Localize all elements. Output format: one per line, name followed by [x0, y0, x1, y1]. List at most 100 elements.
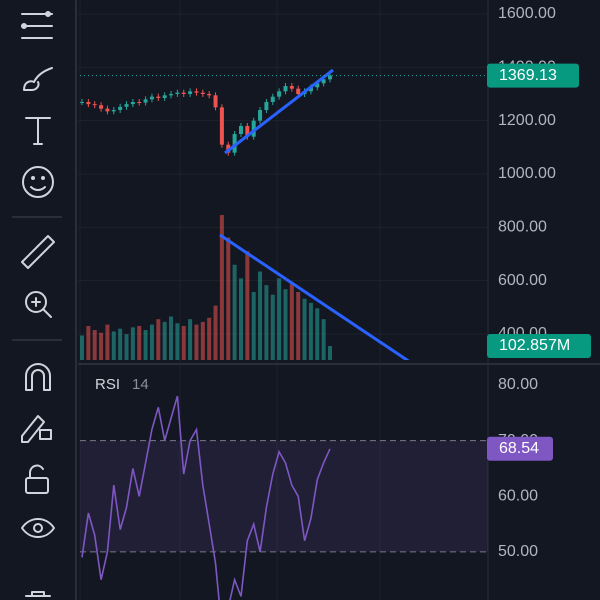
candle	[105, 108, 110, 112]
y-tick-label: 800.00	[498, 219, 547, 236]
last-price-badge	[487, 63, 579, 88]
rsi-last-label: 68.54	[499, 440, 539, 457]
candle	[296, 88, 301, 94]
volume-bar	[264, 285, 269, 360]
candle	[245, 126, 250, 137]
candle	[328, 75, 332, 80]
lock-drawing-tool[interactable]	[21, 415, 52, 443]
volume-bar	[86, 325, 91, 360]
volume-bar	[156, 319, 161, 360]
volume-bar	[80, 335, 84, 360]
candle	[111, 110, 116, 112]
delete-tool[interactable]	[25, 591, 51, 597]
volume-bar	[258, 271, 263, 360]
y-tick-label: 600.00	[498, 272, 547, 289]
candle	[188, 91, 193, 94]
volume-bar	[251, 291, 256, 360]
volume-bar	[137, 325, 142, 360]
candle	[194, 91, 199, 93]
rsi-clip	[81, 395, 331, 600]
candle	[169, 94, 174, 96]
y-tick-label: 1200.00	[498, 112, 556, 129]
candle	[92, 104, 97, 106]
volume-bar	[207, 317, 212, 360]
candle	[264, 102, 269, 110]
candle	[315, 83, 320, 88]
candle	[118, 106, 123, 110]
candle	[80, 102, 84, 103]
emoji-tool[interactable]	[22, 166, 54, 198]
candle	[308, 87, 313, 92]
rsi-badge	[487, 436, 553, 461]
volume-bar	[118, 328, 123, 360]
volume-bar	[200, 321, 205, 360]
last-price-label: 1369.13	[499, 67, 557, 84]
volume-bar	[283, 289, 288, 360]
volume-bar	[213, 305, 218, 360]
volume-bar	[149, 324, 154, 360]
candle	[238, 126, 243, 134]
y-tick-label: 1000.00	[498, 165, 556, 182]
y-tick-label: 50.00	[498, 543, 538, 560]
lock-tool[interactable]	[25, 464, 49, 494]
candle	[99, 105, 104, 109]
volume-bar	[308, 302, 313, 360]
visibility-tool[interactable]	[21, 518, 55, 538]
rsi-line	[81, 395, 331, 600]
volume-bar	[169, 316, 174, 360]
price-pane	[78, 13, 488, 360]
candle	[156, 96, 161, 98]
candle	[137, 102, 142, 103]
volume-bar	[143, 330, 148, 360]
volume-bar	[321, 319, 326, 360]
candle	[207, 94, 212, 96]
candle	[321, 79, 326, 84]
candle	[130, 102, 135, 105]
ruler-tool[interactable]	[21, 235, 55, 269]
volume-bar	[315, 308, 320, 360]
rsi-title: RSI	[95, 376, 120, 393]
volume-bar	[162, 321, 167, 360]
y-tick-label: 60.00	[498, 487, 538, 504]
candle	[213, 95, 218, 108]
y-tick-label: 1600.00	[498, 5, 556, 22]
volume-bar	[175, 323, 180, 360]
trend-line	[224, 68, 334, 155]
vertical-grid	[79, 0, 381, 600]
volume-bar	[105, 324, 110, 360]
volume-bar	[226, 237, 231, 360]
volume-bar	[99, 332, 104, 360]
text-tool[interactable]	[25, 117, 51, 145]
candle	[86, 102, 91, 105]
brush-tool[interactable]	[23, 67, 53, 91]
labels: 1600.001400.001200.001000.00800.00600.00…	[487, 5, 591, 560]
volume-bar	[92, 330, 97, 360]
volume-bar	[277, 278, 282, 360]
volume-bar	[238, 278, 243, 360]
volume-bar	[245, 251, 250, 360]
volume-bar	[111, 331, 116, 360]
rsi-band	[80, 440, 488, 552]
volume-bar	[232, 264, 237, 360]
toolbar	[12, 0, 77, 600]
lines-tool[interactable]	[21, 11, 53, 39]
candle	[181, 92, 186, 94]
magnet-tool[interactable]	[25, 363, 51, 391]
volume-bar	[302, 298, 307, 360]
candle	[289, 86, 294, 89]
last-volume-badge	[487, 334, 591, 359]
volume-bar	[181, 325, 186, 360]
last-volume-label: 102.857M	[499, 337, 570, 354]
candle	[283, 86, 288, 92]
volume-bar	[289, 283, 294, 360]
rsi-pane	[80, 395, 488, 600]
candle	[200, 92, 205, 94]
candle	[124, 104, 129, 107]
zoom-tool[interactable]	[25, 291, 52, 318]
candle	[270, 96, 275, 102]
volume-bar	[130, 327, 135, 360]
volume-bar	[219, 215, 224, 360]
volume-bar	[270, 294, 275, 360]
